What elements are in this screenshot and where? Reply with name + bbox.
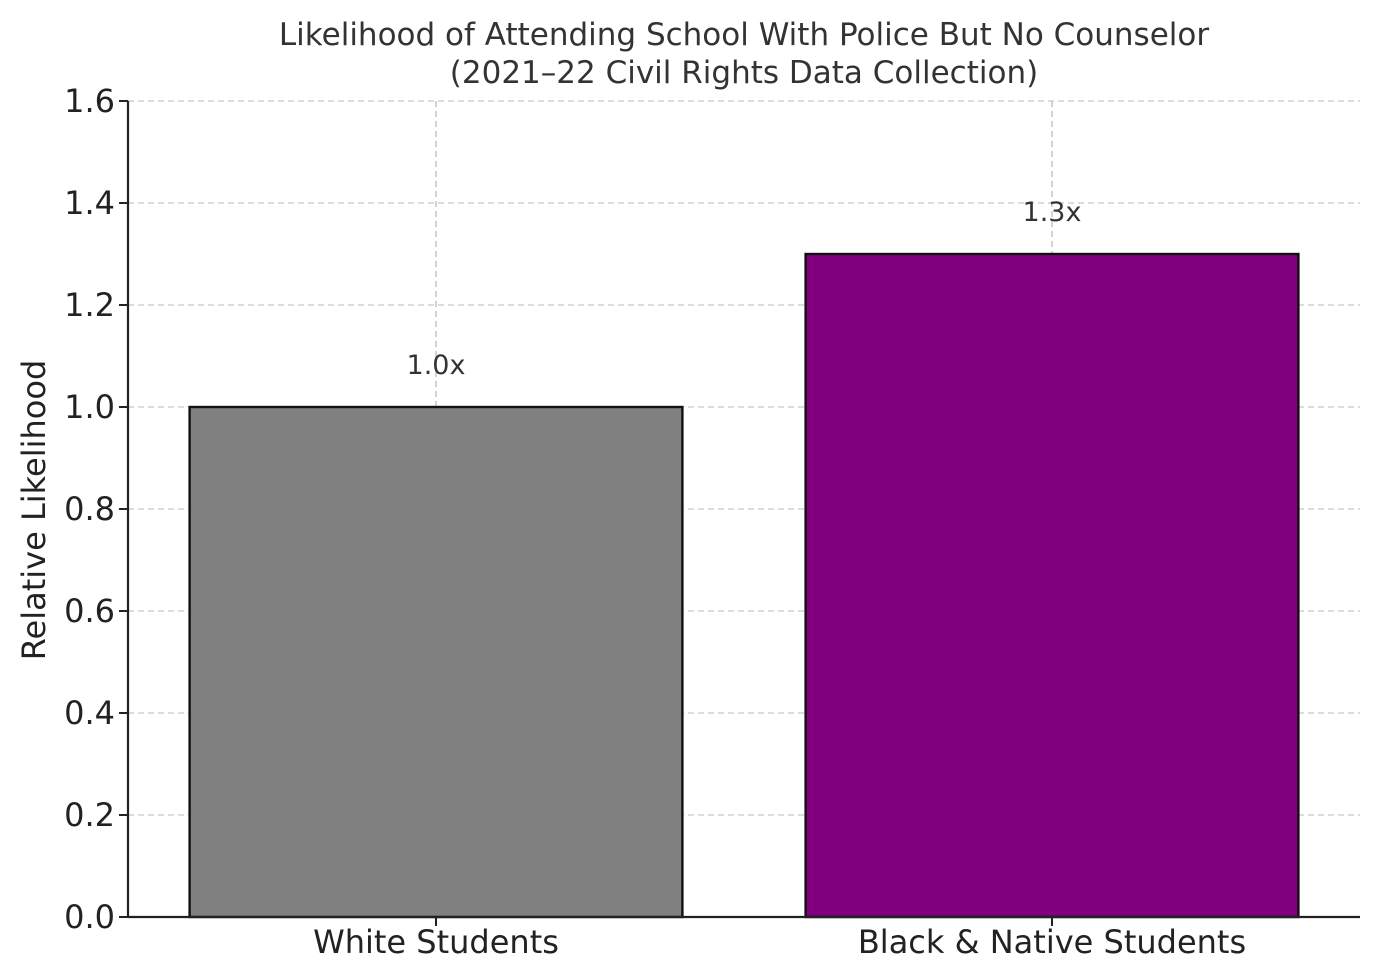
y-tick-label: 1.6 — [64, 82, 115, 120]
x-tick-label: White Students — [313, 923, 559, 961]
bar-value-label: 1.3x — [1023, 197, 1082, 228]
y-tick-label: 1.2 — [64, 286, 115, 324]
bars — [188, 252, 1300, 919]
bar-black-native-students — [804, 252, 1300, 919]
chart-title-line-2: (2021–22 Civil Rights Data Collection) — [450, 55, 1038, 91]
y-tick-label: 0.8 — [64, 490, 115, 528]
y-tick-label: 1.4 — [64, 184, 115, 222]
y-tick-label: 1.0 — [64, 388, 115, 426]
tick-and-data-labels: 0.0 0.2 0.4 0.6 0.8 1.0 1.2 1.4 1.6 White Student… — [64, 82, 1246, 961]
bar-value-label: 1.0x — [407, 350, 466, 381]
axes — [119, 100, 1360, 926]
y-tick-label: 0.2 — [64, 796, 115, 834]
chart-title-line-1: Likelihood of Attending School With Poli… — [279, 17, 1209, 53]
chart-title: Likelihood of Attending School With Poli… — [279, 17, 1209, 91]
bar-white-students — [188, 405, 684, 919]
y-axis-label: Relative Likelihood — [15, 360, 53, 661]
y-tick-label: 0.0 — [64, 898, 115, 936]
x-tick-label: Black & Native Students — [858, 923, 1246, 961]
y-tick-label: 0.6 — [64, 592, 115, 630]
y-tick-label: 0.4 — [64, 694, 115, 732]
